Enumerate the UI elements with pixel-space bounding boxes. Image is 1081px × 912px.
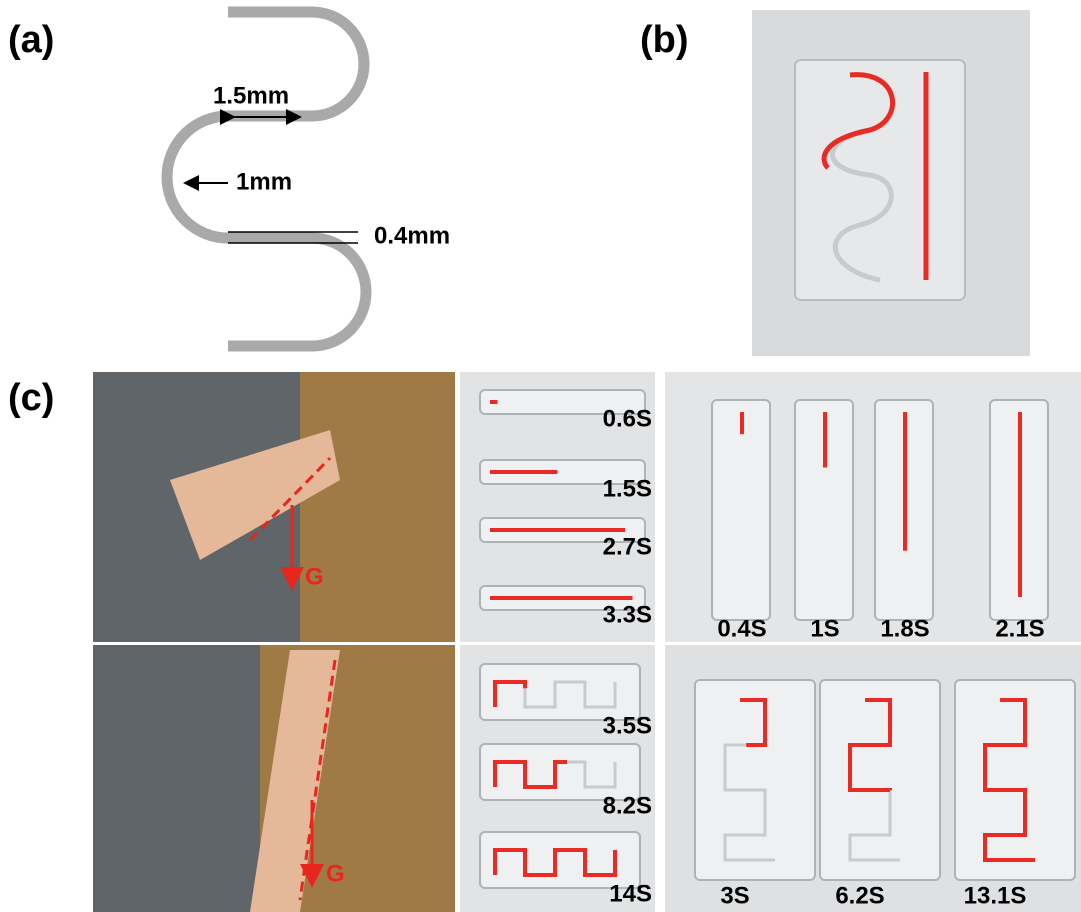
dimension-label: 0.4mm [374, 222, 450, 249]
panel-label: (c) [8, 377, 54, 419]
panel-c: (c) G G 0.6S 1.5S 2.7S 3.3S 0.4S 1S 1.8S 2.1S 3.… [8, 372, 1081, 912]
time-label: 0.4S [717, 615, 766, 642]
dimension-label: 1mm [236, 168, 292, 195]
time-label: 3.5S [603, 712, 652, 739]
time-label: 13.1S [964, 882, 1027, 909]
panel-a: (a) 1.5mm 1mm 0.4mm [8, 12, 450, 346]
time-label: 2.1S [995, 615, 1044, 642]
figure: (a) 1.5mm 1mm 0.4mm (b) (c) G G [0, 0, 1081, 912]
time-label: 1S [810, 615, 839, 642]
time-label: 0.6S [603, 405, 652, 432]
time-label: 1.5S [603, 475, 652, 502]
time-label: 14S [609, 880, 652, 907]
time-label: 6.2S [835, 882, 884, 909]
jacket [300, 372, 455, 642]
gravity-label: G [305, 563, 324, 590]
time-label: 3S [720, 882, 749, 909]
time-label: 2.7S [603, 533, 652, 560]
dimension-label: 1.5mm [213, 82, 289, 109]
time-label: 8.2S [603, 792, 652, 819]
panel-label: (b) [640, 19, 689, 61]
panel-label: (a) [8, 19, 54, 61]
time-label: 3.3S [603, 601, 652, 628]
gravity-label: G [326, 860, 345, 887]
panel-b: (b) [640, 10, 1030, 356]
chip [695, 680, 815, 880]
chip [820, 680, 940, 880]
time-label: 1.8S [880, 615, 929, 642]
chip [955, 680, 1075, 880]
